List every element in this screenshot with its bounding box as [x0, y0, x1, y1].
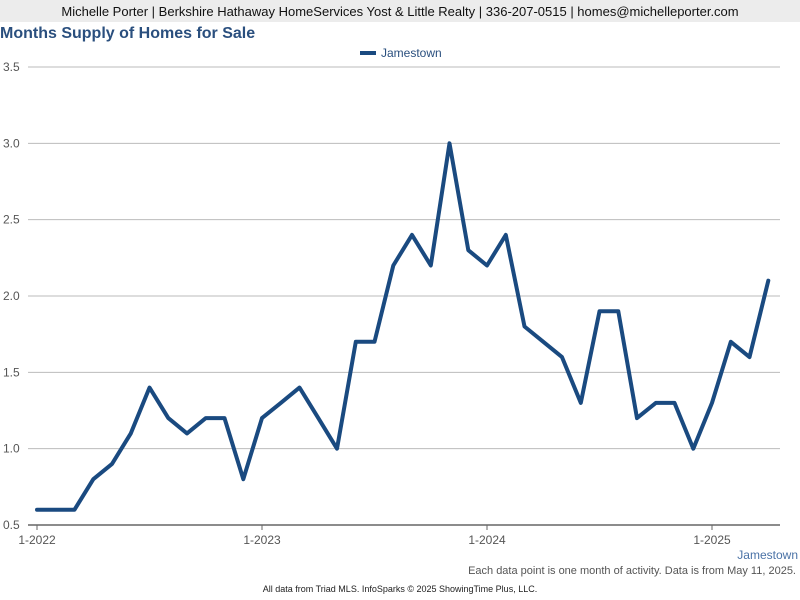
- y-tick-label: 1.0: [3, 442, 20, 456]
- data-point: [185, 431, 189, 435]
- legend-swatch: [360, 51, 376, 55]
- data-point: [54, 508, 58, 512]
- data-point: [541, 340, 545, 344]
- data-point: [579, 401, 583, 405]
- chart-title: Months Supply of Homes for Sale: [0, 25, 256, 42]
- data-point: [35, 508, 39, 512]
- data-point: [466, 248, 470, 252]
- data-point: [654, 401, 658, 405]
- data-point: [523, 325, 526, 329]
- data-point: [73, 508, 76, 512]
- series-layer: [35, 141, 771, 512]
- data-point: [166, 416, 170, 420]
- y-tick-label: 3.5: [3, 60, 20, 74]
- legend-label: Jamestown: [381, 46, 442, 60]
- x-tick-label: 1-2024: [468, 533, 506, 547]
- y-tick-label: 0.5: [3, 518, 20, 532]
- data-point: [560, 355, 564, 359]
- data-point: [729, 340, 733, 344]
- data-note: Each data point is one month of activity…: [468, 565, 796, 577]
- x-tick-label: 1-2022: [18, 533, 56, 547]
- series-line-jamestown: [35, 141, 771, 512]
- x-axis-ticks: 1-2022 1-2023 1-2024 1-2025: [18, 525, 731, 547]
- data-point: [129, 431, 133, 435]
- y-tick-label: 2.5: [3, 213, 20, 227]
- y-tick-label: 3.0: [3, 136, 20, 150]
- data-point: [710, 401, 714, 405]
- data-point: [241, 477, 245, 481]
- y-axis-ticks: 0.5 1.0 1.5 2.0 2.5 3.0 3.5: [3, 60, 20, 532]
- data-point: [504, 233, 508, 237]
- y-tick-label: 2.0: [3, 289, 20, 303]
- data-point: [391, 263, 395, 267]
- x-tick-label: 1-2025: [693, 533, 731, 547]
- data-point: [298, 386, 301, 390]
- data-point: [673, 401, 676, 405]
- data-point: [635, 416, 639, 420]
- data-point: [448, 141, 451, 145]
- data-point: [91, 477, 95, 481]
- data-point: [204, 416, 208, 420]
- y-tick-label: 1.5: [3, 365, 20, 379]
- data-point: [373, 340, 376, 344]
- data-point: [148, 386, 151, 390]
- data-point: [279, 401, 283, 405]
- data-point: [748, 355, 751, 359]
- data-point: [335, 447, 339, 451]
- data-point: [598, 309, 601, 313]
- data-point: [316, 416, 320, 420]
- data-point: [485, 263, 489, 267]
- data-point: [616, 309, 620, 313]
- grid-lines: [28, 66, 780, 526]
- x-tick-label: 1-2023: [243, 533, 281, 547]
- data-point: [410, 233, 414, 237]
- agent-contact-text: Michelle Porter | Berkshire Hathaway Hom…: [61, 3, 739, 19]
- data-source: All data from Triad MLS. InfoSparks © 20…: [262, 584, 538, 594]
- data-point: [691, 447, 695, 451]
- chart-legend[interactable]: Jamestown: [360, 46, 442, 60]
- series-end-label: Jamestown: [737, 548, 798, 562]
- data-point: [354, 340, 358, 344]
- data-point: [766, 279, 770, 283]
- data-point: [223, 416, 226, 420]
- data-point: [110, 462, 114, 466]
- agent-contact-banner: Michelle Porter | Berkshire Hathaway Hom…: [0, 0, 800, 22]
- data-point: [260, 416, 264, 420]
- data-point: [429, 263, 433, 267]
